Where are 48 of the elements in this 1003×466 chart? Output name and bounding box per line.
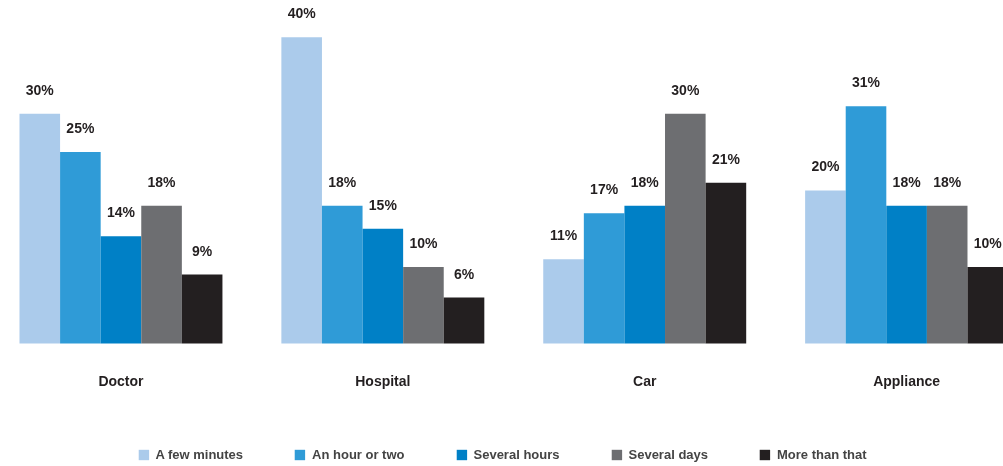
- data-label: 18%: [147, 173, 177, 190]
- data-label: 18%: [630, 173, 660, 190]
- bar: [19, 113, 61, 344]
- bar: [705, 182, 747, 344]
- data-label: 6%: [453, 265, 475, 282]
- data-label: 10%: [973, 234, 1003, 251]
- legend-label: A few minutes: [155, 447, 244, 462]
- bar: [281, 37, 322, 344]
- x-tick-label: Appliance: [873, 372, 941, 389]
- data-label: 21%: [711, 150, 741, 167]
- bar: [403, 266, 444, 344]
- bar: [321, 205, 363, 344]
- bar: [100, 236, 142, 344]
- data-label: 11%: [549, 227, 578, 244]
- bar: [926, 205, 968, 344]
- data-label: 25%: [66, 120, 95, 137]
- data-label: 31%: [852, 74, 881, 91]
- bar: [443, 297, 485, 344]
- data-label: 18%: [892, 173, 922, 190]
- legend-label: Several hours: [473, 447, 560, 462]
- legend-label: More than that: [777, 447, 867, 462]
- bar: [181, 274, 223, 344]
- bar: [845, 106, 887, 344]
- data-label: 15%: [368, 196, 398, 213]
- data-label: 30%: [25, 81, 55, 98]
- data-label: 40%: [287, 5, 317, 22]
- data-label: 18%: [328, 173, 357, 190]
- data-label: 18%: [933, 173, 962, 190]
- bar: [141, 205, 182, 344]
- data-label: 10%: [409, 234, 438, 251]
- bar: [543, 259, 584, 344]
- data-label: 9%: [192, 242, 213, 259]
- bar: [665, 113, 706, 344]
- data-label: 20%: [811, 158, 840, 175]
- x-tick-label: Hospital: [355, 372, 411, 389]
- bar: [624, 205, 666, 344]
- bar: [362, 228, 404, 344]
- bar: [805, 190, 846, 344]
- bar: [886, 205, 927, 344]
- bar: [60, 152, 101, 344]
- x-tick-label: Car: [633, 372, 657, 389]
- bar: [583, 213, 625, 344]
- legend-label: An hour or two: [312, 447, 405, 462]
- data-label: 17%: [590, 181, 619, 198]
- data-label: 14%: [106, 204, 136, 221]
- legend-label: Several days: [628, 447, 709, 462]
- data-label: 30%: [671, 81, 700, 98]
- x-tick-label: Doctor: [98, 372, 145, 389]
